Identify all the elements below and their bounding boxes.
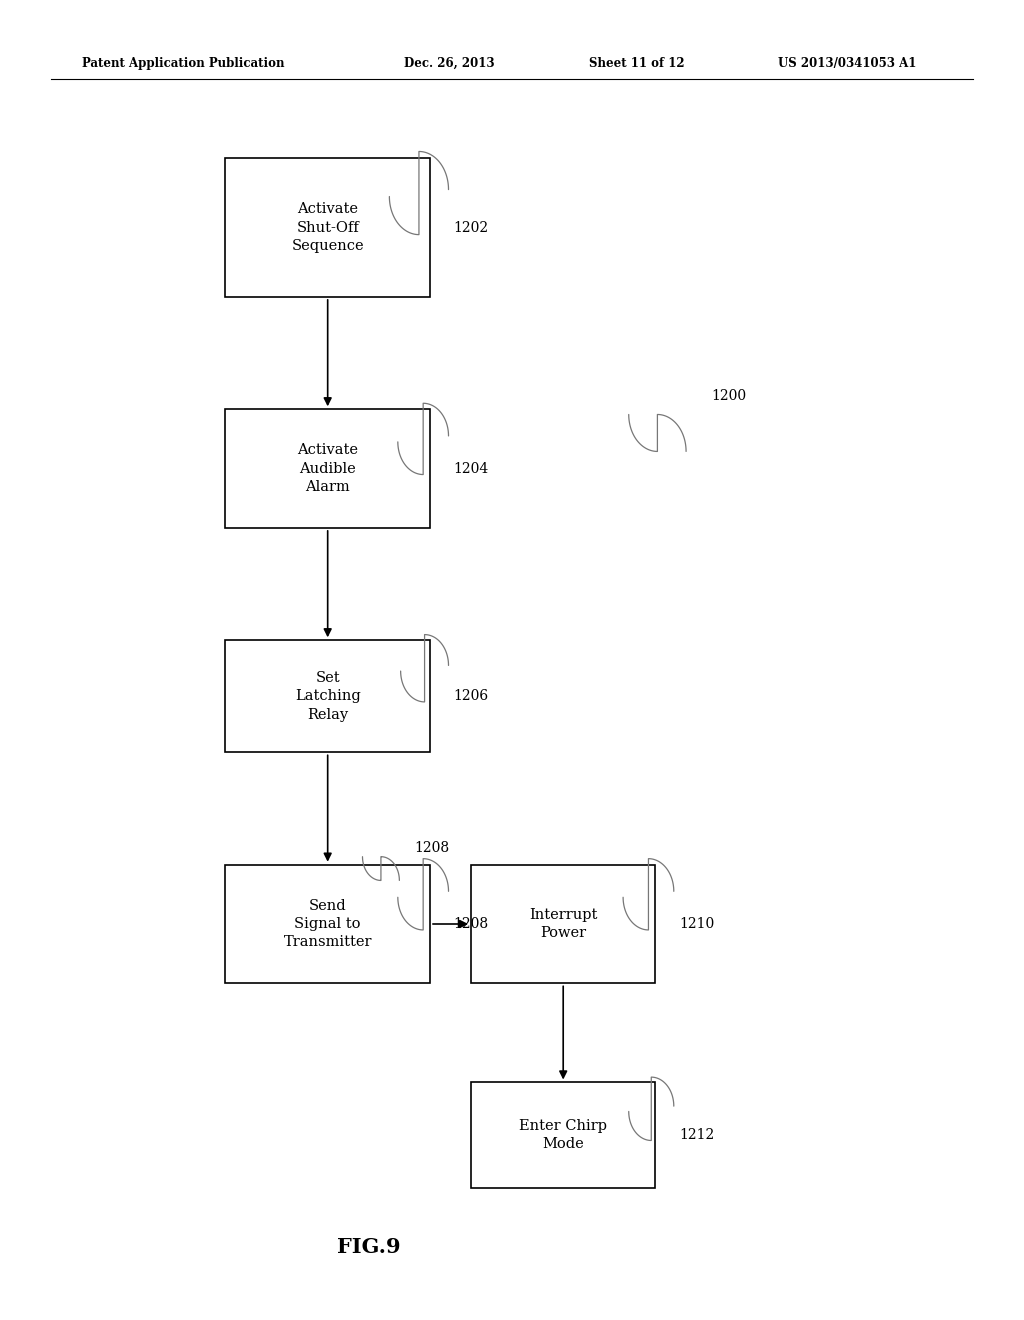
Text: 1200: 1200 bbox=[712, 389, 746, 403]
Bar bbox=[225, 409, 430, 528]
Text: 1202: 1202 bbox=[454, 220, 488, 235]
Bar bbox=[471, 865, 655, 983]
Text: Send
Signal to
Transmitter: Send Signal to Transmitter bbox=[284, 899, 372, 949]
Text: US 2013/0341053 A1: US 2013/0341053 A1 bbox=[778, 57, 916, 70]
Text: Enter Chirp
Mode: Enter Chirp Mode bbox=[519, 1119, 607, 1151]
Text: 1204: 1204 bbox=[454, 462, 488, 475]
Text: Patent Application Publication: Patent Application Publication bbox=[82, 57, 285, 70]
Text: Activate
Audible
Alarm: Activate Audible Alarm bbox=[297, 444, 358, 494]
Text: 1208: 1208 bbox=[454, 917, 488, 931]
Text: Dec. 26, 2013: Dec. 26, 2013 bbox=[404, 57, 496, 70]
Text: Interrupt
Power: Interrupt Power bbox=[529, 908, 597, 940]
Bar bbox=[225, 640, 430, 752]
Text: 1212: 1212 bbox=[679, 1129, 714, 1142]
Text: FIG.9: FIG.9 bbox=[337, 1237, 400, 1258]
Text: Set
Latching
Relay: Set Latching Relay bbox=[295, 671, 360, 722]
Bar bbox=[471, 1082, 655, 1188]
Text: Sheet 11 of 12: Sheet 11 of 12 bbox=[589, 57, 684, 70]
Bar bbox=[225, 158, 430, 297]
Text: 1208: 1208 bbox=[415, 841, 450, 855]
Text: 1206: 1206 bbox=[454, 689, 488, 704]
Text: Activate
Shut-Off
Sequence: Activate Shut-Off Sequence bbox=[292, 202, 364, 253]
Text: 1210: 1210 bbox=[679, 917, 714, 931]
Bar bbox=[225, 865, 430, 983]
